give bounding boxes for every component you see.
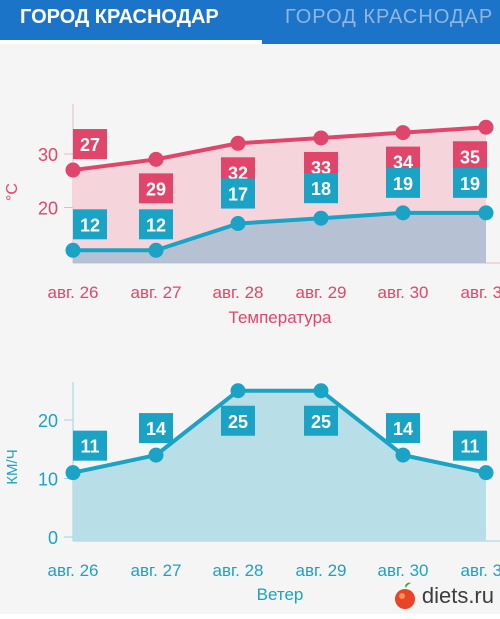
temp-high-point: [478, 119, 494, 135]
wind-label: 25: [228, 412, 248, 432]
wind-x-tick-label: авг. 30: [378, 561, 429, 580]
wind-x-tick-label: авг. 28: [213, 561, 264, 580]
temp-x-tick-label: авг. 26: [48, 283, 99, 302]
tab-bar: ГОРОД КРАСНОДАР ГОРОД КРАСНОДАР: [0, 0, 500, 44]
wind-point: [478, 465, 494, 481]
tab-city-1[interactable]: ГОРОД КРАСНОДАР: [20, 6, 219, 28]
temp-high-point: [395, 125, 411, 141]
temp-low-label-box: [304, 173, 338, 204]
temp-low-point: [395, 205, 411, 221]
temp-low-label: 19: [460, 174, 480, 194]
wind-area: [73, 390, 486, 541]
wind-label: 11: [80, 437, 99, 457]
temp-low-label: 19: [393, 174, 413, 194]
temp-low-label-box: [453, 167, 487, 198]
temp-high-label: 32: [228, 163, 248, 183]
temp-high-point: [230, 135, 246, 151]
watermark-text: diets.ru: [421, 583, 494, 608]
wind-label-box: [386, 413, 420, 444]
wind-x-tick-label: авг. 26: [48, 561, 99, 580]
temp-low-label: 18: [311, 179, 331, 199]
temp-low-label: 12: [146, 215, 166, 235]
tab-active-indicator: [0, 40, 262, 44]
temp-high-label: 27: [80, 135, 100, 155]
temp-low-point: [65, 242, 81, 258]
temp-y-tick-label: 30: [38, 145, 58, 165]
temp-x-tick-label: авг. 30: [378, 283, 429, 302]
temp-high-label: 29: [146, 179, 166, 199]
wind-label: 14: [146, 419, 166, 439]
wind-label-box: [139, 413, 173, 444]
temp-high-label: 35: [460, 147, 480, 167]
temp-y-tick-label: 20: [38, 199, 58, 219]
wind-x-tick-label: авг. 29: [296, 561, 347, 580]
temp-low-label-box: [73, 209, 107, 240]
temp-x-tick-label: авг. 31: [461, 283, 500, 302]
forecast-content: 20 30 °C 27 12 29 12 32 17 33 18 34 19 35 19 авг. 26 авг…: [0, 44, 500, 614]
wind-y-tick-label: 10: [38, 470, 58, 490]
apple-icon: [394, 582, 415, 609]
temp-low-point: [313, 210, 329, 226]
temp-low-point: [230, 216, 246, 232]
temp-low-label: 12: [80, 215, 100, 235]
wind-y-tick-label: 20: [38, 411, 58, 431]
temp-high-point: [313, 130, 329, 146]
temp-y-axis-label: °C: [4, 183, 21, 201]
temp-band-area: [73, 127, 486, 251]
temp-x-tick-label: авг. 27: [131, 283, 182, 302]
wind-line: [72, 388, 487, 475]
temp-x-tick-label: авг. 28: [213, 283, 264, 302]
temp-low-point: [148, 242, 164, 258]
wind-x-tick-label: авг. 31: [461, 561, 500, 580]
wind-label-box: [453, 430, 487, 461]
wind-point: [395, 447, 411, 463]
wind-label: 11: [460, 437, 479, 457]
temp-low-point: [478, 205, 494, 221]
wind-chart: 0 10 20 КМ/Ч 11 14 25 25 14 11 авг. 26 авг. 27 авг. …: [4, 382, 500, 604]
wind-point: [148, 447, 164, 463]
temp-high-label-box: [453, 141, 487, 172]
wind-label: 14: [393, 419, 413, 439]
site-watermark: diets.ru: [392, 582, 494, 610]
wind-x-tick-label: авг. 27: [131, 561, 182, 580]
wind-point: [313, 383, 329, 399]
temp-high-point: [65, 162, 81, 178]
temp-x-tick-label: авг. 29: [296, 283, 347, 302]
temp-x-axis-label: Температура: [229, 308, 333, 327]
wind-x-axis-label: Ветер: [257, 585, 304, 604]
wind-y-tick-label: 0: [48, 528, 58, 548]
temp-low-label-box: [221, 178, 255, 209]
wind-label: 25: [311, 412, 331, 432]
temp-low-line: [73, 210, 486, 253]
wind-label-box: [304, 405, 338, 436]
temp-low-label: 17: [228, 185, 248, 205]
temp-low-label-box: [139, 209, 173, 240]
temp-high-label: 33: [311, 158, 331, 178]
temp-low-label-box: [386, 167, 420, 198]
wind-label-box: [73, 430, 107, 461]
tab-city-2[interactable]: ГОРОД КРАСНОДАР: [285, 6, 494, 28]
wind-y-axis-label: КМ/Ч: [4, 449, 21, 484]
temp-high-label: 34: [393, 153, 413, 173]
temp-high-point: [148, 151, 164, 167]
temp-high-line: [72, 125, 487, 173]
wind-point: [65, 465, 81, 481]
temp-low-area: [73, 212, 486, 263]
wind-label-box: [221, 405, 255, 436]
temp-high-label-box: [73, 129, 107, 160]
temp-high-label-box: [139, 173, 173, 204]
wind-point: [230, 383, 246, 399]
